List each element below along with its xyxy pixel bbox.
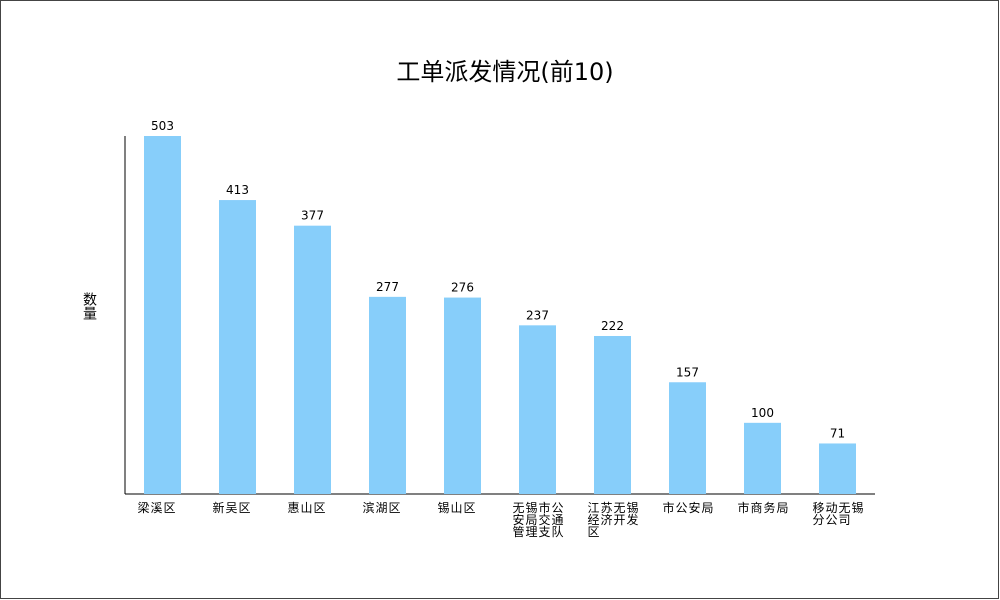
value-label: 277 [376,280,399,294]
bar [144,136,181,494]
bar [669,382,706,494]
value-label: 100 [751,406,774,420]
value-label: 222 [601,319,624,333]
bar [444,297,481,494]
bar [369,296,406,494]
x-tick-label: 梁溪区 [138,500,177,515]
value-label: 413 [226,183,249,197]
chart-title: 工单派发情况(前10) [396,58,613,86]
x-tick-label: 新吴区 [213,500,252,515]
bar [219,200,256,494]
y-axis-label: 数量 [81,292,97,320]
x-tick-label: 锡山区 [438,500,477,515]
x-tick-label: 移动无锡分公司 [813,500,865,527]
x-tick-label: 无锡市公安局交通管理支队 [513,500,565,539]
bar [819,443,856,494]
value-label: 276 [451,281,474,295]
x-tick-label: 江苏无锡经济开发区 [588,500,640,539]
value-label: 377 [301,209,324,223]
bar [744,422,781,494]
value-label: 157 [676,365,699,379]
bar [519,325,556,494]
x-tick-label: 市公安局 [663,500,715,515]
value-label: 503 [151,119,174,133]
x-tick-label: 惠山区 [288,501,327,515]
bar [594,335,631,494]
value-label: 71 [830,426,845,440]
value-label: 237 [526,308,549,322]
x-tick-label: 滨湖区 [363,500,402,515]
x-tick-label: 市商务局 [738,500,790,515]
bar [294,225,331,495]
